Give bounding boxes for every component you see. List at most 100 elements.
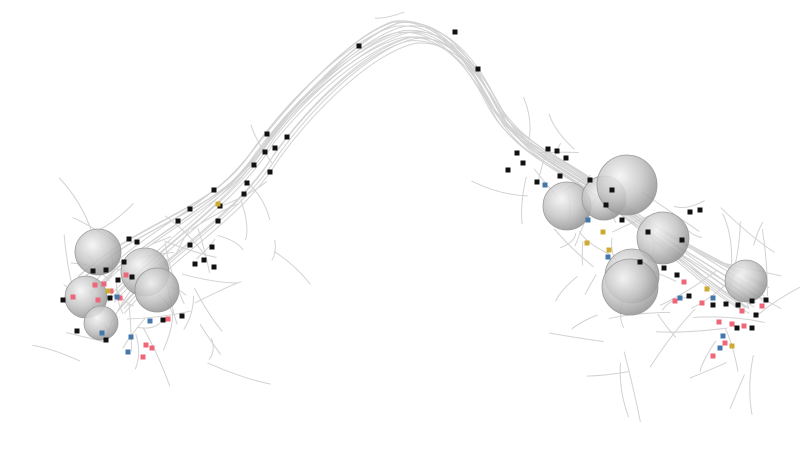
marker-black (734, 325, 740, 331)
marker-black (251, 162, 257, 168)
marker-pink (95, 297, 101, 303)
trace-branch (549, 332, 604, 343)
marker-black (514, 150, 520, 156)
trace-branch (537, 151, 548, 181)
marker-black (749, 298, 755, 304)
trace-branch (113, 36, 755, 308)
trace-branch (555, 275, 578, 302)
marker-black (554, 148, 560, 154)
trace-branch (761, 228, 768, 297)
marker-blue (147, 318, 153, 324)
trace-branch (196, 238, 216, 260)
trace-branch (581, 240, 584, 266)
trace-branch (181, 273, 239, 284)
trace-branch (571, 314, 598, 330)
marker-black (557, 173, 563, 179)
marker-black (723, 301, 729, 307)
marker-black (520, 160, 526, 166)
marker-black (735, 302, 741, 308)
trace-branch (193, 287, 223, 332)
marker-pink (710, 353, 716, 359)
marker-black (126, 236, 132, 242)
marker-blue (542, 182, 548, 188)
trace-branch (623, 351, 641, 423)
trace-branch (659, 270, 717, 306)
marker-black (710, 302, 716, 308)
marker-black (637, 259, 643, 265)
marker-gold (584, 240, 590, 246)
marker-black (160, 317, 166, 323)
trace-branch (724, 328, 739, 372)
soma-sphere (83, 305, 119, 341)
trace-branch (220, 181, 268, 207)
marker-black (175, 218, 181, 224)
soma-sphere (601, 258, 659, 316)
marker-pink (672, 298, 678, 304)
soma-sphere (636, 211, 690, 265)
marker-black (272, 145, 278, 151)
trace-branch (578, 230, 610, 255)
marker-black (475, 66, 481, 72)
marker-black (90, 268, 96, 274)
marker-black (241, 191, 247, 197)
marker-black (267, 169, 273, 175)
marker-black (121, 259, 127, 265)
marker-black (211, 264, 217, 270)
marker-black (264, 131, 270, 137)
marker-black (534, 179, 540, 185)
marker-pink (699, 300, 705, 306)
trace-branch (97, 202, 134, 231)
trace-branch (164, 240, 217, 259)
marker-black (587, 177, 593, 183)
trace-branch (151, 236, 172, 245)
trace-branch (655, 327, 728, 333)
sphere-layer (64, 154, 768, 341)
marker-pink (729, 321, 735, 327)
trace-branch (115, 288, 134, 307)
trace-branch (119, 36, 746, 309)
marker-black (563, 155, 569, 161)
marker-blue (99, 330, 105, 336)
marker-black (686, 293, 692, 299)
trace-branch (217, 234, 244, 251)
soma-sphere (596, 154, 658, 216)
trace-branch (729, 374, 745, 409)
trace-branch (471, 180, 528, 197)
trace-branch (374, 11, 405, 19)
trace-branch (58, 177, 93, 234)
marker-black (192, 261, 198, 267)
trace-branch (271, 239, 276, 261)
trace-branch (183, 295, 195, 330)
marker-gold (704, 286, 710, 292)
marker-pink (716, 319, 722, 325)
marker-blue (677, 295, 683, 301)
trace-branch (207, 362, 271, 385)
trace-branch (122, 318, 146, 349)
trace-branch (521, 176, 527, 225)
marker-pink (143, 342, 149, 348)
trace-branch (692, 316, 766, 324)
marker-black (603, 202, 609, 208)
trace-branch (273, 250, 311, 285)
trace-branch (137, 322, 161, 329)
trace-branch (175, 230, 190, 255)
trace-branch (584, 274, 597, 296)
soma-sphere (74, 228, 122, 276)
marker-black (107, 295, 113, 301)
trace-branch (66, 332, 105, 343)
trace-branch (753, 221, 764, 246)
marker-blue (720, 333, 726, 339)
trace-branch (190, 203, 238, 231)
soma-sphere (724, 259, 768, 303)
marker-pink (759, 303, 765, 309)
trace-branch (32, 344, 81, 362)
marker-black (262, 149, 268, 155)
marker-black (356, 43, 362, 49)
trace-branch (586, 371, 629, 377)
marker-black (179, 313, 185, 319)
trace-branch (126, 310, 191, 320)
marker-black (60, 297, 66, 303)
marker-black (619, 217, 625, 223)
marker-black (129, 274, 135, 280)
